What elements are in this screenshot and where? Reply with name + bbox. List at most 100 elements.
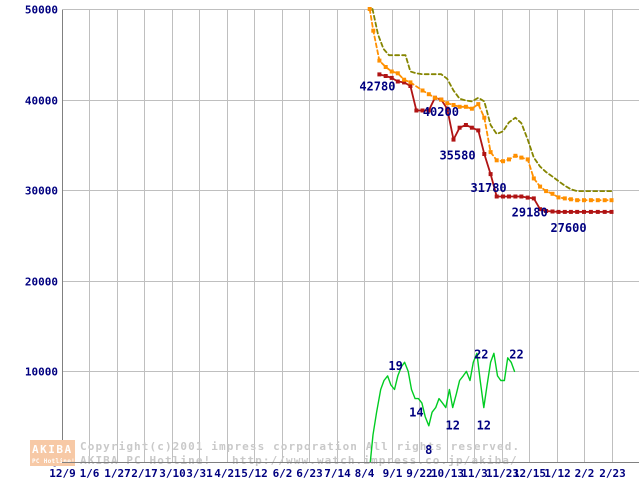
data-label-price-min: 29180 bbox=[512, 206, 548, 220]
x-axis-tick-label: 1/12 bbox=[544, 467, 571, 480]
x-axis-tick-label: 6/23 bbox=[296, 467, 323, 480]
x-axis-tick-label: 9/22 bbox=[406, 467, 433, 480]
data-point-price-avg bbox=[383, 65, 388, 69]
akiba-logo-subtitle: PC Hotline! bbox=[32, 458, 75, 465]
data-point-price-avg bbox=[377, 58, 382, 63]
y-axis-tick-label: 10000 bbox=[25, 366, 58, 379]
data-point-price-min bbox=[402, 80, 407, 85]
data-point-price-avg bbox=[595, 198, 600, 203]
data-point-price-avg bbox=[568, 197, 573, 202]
data-label-shop-count: 22 bbox=[474, 347, 488, 361]
data-point-price-min bbox=[457, 125, 462, 130]
x-axis-tick-label: 2/17 bbox=[131, 467, 158, 480]
watermark: AKIBA PC Hotline! Copyright(c)2001 impress… bbox=[30, 440, 520, 467]
data-point-price-avg bbox=[519, 155, 524, 160]
x-axis-tick-label: 12/15 bbox=[513, 467, 546, 480]
data-point-price-avg bbox=[602, 198, 607, 203]
data-point-price-avg bbox=[389, 69, 394, 74]
data-point-price-avg bbox=[507, 157, 511, 162]
data-point-price-avg bbox=[408, 80, 413, 85]
data-point-price-min bbox=[602, 209, 607, 214]
data-point-price-avg bbox=[556, 195, 561, 200]
data-point-price-min bbox=[544, 209, 549, 213]
x-axis-tick-label: 11/3 bbox=[461, 467, 488, 480]
series-line-shop-count bbox=[369, 352, 516, 463]
data-point-price-min bbox=[445, 106, 450, 111]
data-point-price-avg bbox=[609, 198, 614, 203]
x-axis-tick-label: 2/23 bbox=[599, 467, 626, 480]
data-point-price-min bbox=[588, 209, 593, 214]
data-point-price-min bbox=[389, 75, 394, 80]
data-point-price-min bbox=[568, 209, 573, 214]
data-point-price-min bbox=[519, 194, 524, 199]
data-point-price-min bbox=[377, 72, 382, 77]
data-point-price-min bbox=[501, 194, 505, 199]
data-point-price-avg bbox=[457, 104, 462, 109]
data-point-price-min bbox=[414, 108, 419, 113]
data-point-price-min bbox=[595, 209, 600, 214]
akiba-logo-background bbox=[30, 440, 75, 466]
x-axis-tick-label: 1/6 bbox=[80, 467, 100, 480]
data-point-price-avg bbox=[544, 189, 549, 194]
x-axis-tick-label: 6/2 bbox=[273, 467, 293, 480]
data-point-price-min bbox=[550, 209, 555, 214]
data-point-price-min bbox=[494, 194, 499, 199]
y-axis-tick-label: 20000 bbox=[25, 276, 58, 289]
data-point-price-min bbox=[582, 209, 586, 214]
data-label-shop-count: 22 bbox=[509, 347, 523, 361]
data-point-price-min bbox=[575, 209, 580, 214]
data-label-shop-count: 19 bbox=[388, 359, 402, 373]
x-axis-tick-label: 12/9 bbox=[49, 467, 76, 480]
data-point-price-avg bbox=[482, 115, 487, 120]
data-label-price-min: 42780 bbox=[359, 79, 395, 93]
data-point-price-avg bbox=[575, 198, 580, 203]
data-point-price-min bbox=[507, 194, 511, 199]
data-point-price-avg bbox=[582, 198, 586, 203]
data-point-price-min bbox=[556, 209, 561, 214]
data-point-price-avg bbox=[469, 106, 474, 111]
x-axis-tick-label: 11/23 bbox=[486, 467, 519, 480]
data-point-price-min bbox=[609, 209, 614, 214]
data-point-price-min bbox=[482, 152, 487, 156]
x-axis-tick-label: 5/12 bbox=[241, 467, 268, 480]
data-label-shop-count: 14 bbox=[409, 406, 423, 420]
data-point-price-avg bbox=[432, 95, 437, 100]
x-axis-tick-label: 8/4 bbox=[355, 467, 375, 480]
watermark-site-name: AKIBA PC Hotline! bbox=[80, 454, 211, 467]
data-point-price-avg bbox=[531, 176, 536, 181]
data-point-price-avg bbox=[402, 77, 407, 82]
x-axis-tick-label: 2/2 bbox=[575, 467, 595, 480]
data-point-price-avg bbox=[445, 101, 450, 106]
data-point-price-avg bbox=[439, 97, 444, 102]
data-point-price-avg bbox=[426, 92, 431, 97]
data-point-price-min bbox=[463, 123, 468, 127]
data-point-price-avg bbox=[371, 28, 376, 33]
data-label-price-min: 35580 bbox=[439, 149, 475, 163]
series-line-price-max bbox=[371, 8, 613, 192]
data-point-price-min bbox=[426, 108, 431, 113]
data-point-price-avg bbox=[395, 71, 400, 76]
data-point-price-avg bbox=[420, 88, 425, 93]
data-point-price-avg bbox=[476, 102, 481, 107]
data-point-price-avg bbox=[501, 159, 505, 164]
data-point-price-min bbox=[383, 74, 388, 78]
data-label-shop-count: 8 bbox=[425, 443, 432, 457]
data-label-price-min: 31780 bbox=[471, 181, 507, 195]
x-axis-tick-label: 4/21 bbox=[214, 467, 241, 480]
data-point-price-min bbox=[538, 207, 543, 212]
data-point-price-min bbox=[488, 172, 493, 177]
x-axis-tick-label: 1/27 bbox=[104, 467, 131, 480]
data-label-price-min: 27600 bbox=[550, 221, 586, 235]
x-axis-tick-label: 3/31 bbox=[186, 467, 213, 480]
x-axis-tick-label: 10/13 bbox=[431, 467, 464, 480]
data-label-price-min: 40200 bbox=[423, 105, 459, 119]
watermark-copyright: Copyright(c)2001 impress corporation All… bbox=[80, 440, 520, 453]
akiba-logo-title: AKIBA bbox=[32, 443, 73, 456]
data-point-price-min bbox=[451, 137, 456, 142]
data-label-shop-count: 12 bbox=[477, 419, 491, 433]
data-point-price-min bbox=[420, 108, 425, 113]
data-point-price-avg bbox=[525, 157, 530, 162]
